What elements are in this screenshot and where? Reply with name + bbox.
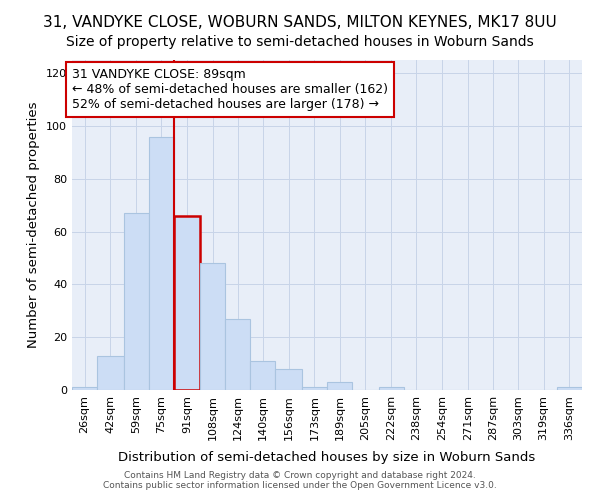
Bar: [302, 388, 327, 390]
Bar: [173, 216, 200, 390]
Bar: [72, 388, 97, 390]
Bar: [97, 356, 124, 390]
Bar: [275, 369, 302, 390]
Bar: [327, 382, 352, 390]
Bar: [557, 388, 582, 390]
Text: Contains HM Land Registry data © Crown copyright and database right 2024.
Contai: Contains HM Land Registry data © Crown c…: [103, 470, 497, 490]
Text: 31, VANDYKE CLOSE, WOBURN SANDS, MILTON KEYNES, MK17 8UU: 31, VANDYKE CLOSE, WOBURN SANDS, MILTON …: [43, 15, 557, 30]
Bar: [379, 388, 404, 390]
Text: Size of property relative to semi-detached houses in Woburn Sands: Size of property relative to semi-detach…: [66, 35, 534, 49]
Bar: [124, 213, 149, 390]
Bar: [250, 361, 275, 390]
Bar: [149, 136, 173, 390]
Bar: [200, 264, 226, 390]
X-axis label: Distribution of semi-detached houses by size in Woburn Sands: Distribution of semi-detached houses by …: [118, 451, 536, 464]
Text: 31 VANDYKE CLOSE: 89sqm
← 48% of semi-detached houses are smaller (162)
52% of s: 31 VANDYKE CLOSE: 89sqm ← 48% of semi-de…: [72, 68, 388, 111]
Y-axis label: Number of semi-detached properties: Number of semi-detached properties: [28, 102, 40, 348]
Bar: [226, 318, 250, 390]
